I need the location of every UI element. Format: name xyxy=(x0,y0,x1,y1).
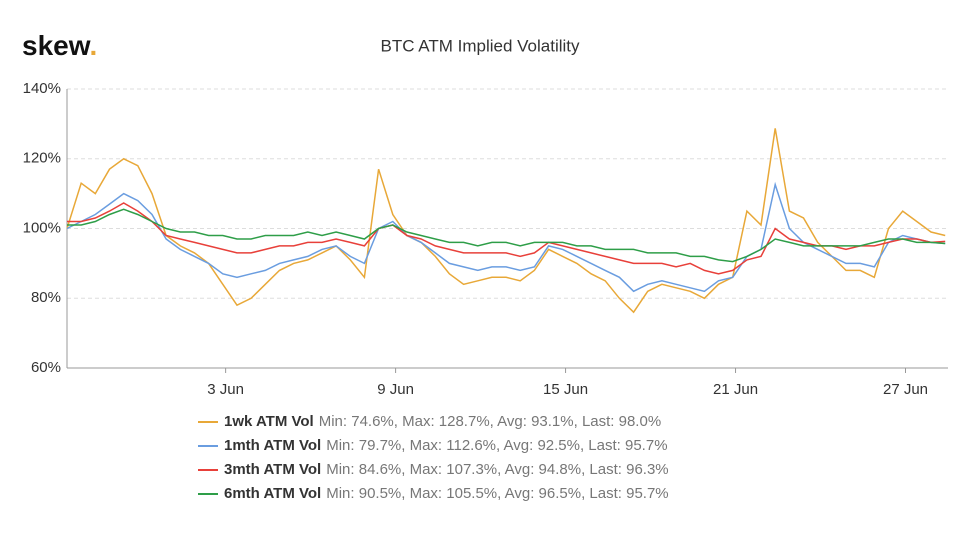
legend-entry: 1wk ATM Vol Min: 74.6%, Max: 128.7%, Avg:… xyxy=(224,413,661,430)
legend-entry: 3mth ATM Vol Min: 84.6%, Max: 107.3%, Avg… xyxy=(224,461,669,478)
legend-name: 6mth ATM Vol xyxy=(224,485,321,502)
legend-name: 3mth ATM Vol xyxy=(224,461,321,478)
legend-stats: Min: 79.7%, Max: 112.6%, Avg: 92.5%, Las… xyxy=(326,437,667,454)
legend-entry: 6mth ATM Vol Min: 90.5%, Max: 105.5%, Avg… xyxy=(224,485,669,502)
logo-dot: . xyxy=(89,30,97,61)
y-tick-label: 140% xyxy=(23,80,61,97)
x-tick-label: 3 Jun xyxy=(207,381,244,398)
series-line xyxy=(67,202,946,275)
x-tick-label: 15 Jun xyxy=(543,381,588,398)
legend-entry: 1mth ATM Vol Min: 79.7%, Max: 112.6%, Avg… xyxy=(224,437,668,454)
x-tick-label: 9 Jun xyxy=(377,381,414,398)
legend-name: 1mth ATM Vol xyxy=(224,437,321,454)
y-tick-label: 100% xyxy=(23,219,61,236)
legend-stats: Min: 84.6%, Max: 107.3%, Avg: 94.8%, Las… xyxy=(326,461,668,478)
series-line xyxy=(67,208,946,263)
y-tick-label: 60% xyxy=(31,359,61,376)
series-line xyxy=(66,128,946,314)
x-tick-label: 21 Jun xyxy=(713,381,758,398)
x-tick-label: 27 Jun xyxy=(883,381,928,398)
logo-text: skew xyxy=(22,30,91,61)
series-line xyxy=(66,181,946,293)
legend-stats: Min: 90.5%, Max: 105.5%, Avg: 96.5%, Las… xyxy=(326,485,668,502)
legend-stats: Min: 74.6%, Max: 128.7%, Avg: 93.1%, Las… xyxy=(319,413,661,430)
y-tick-label: 120% xyxy=(23,150,61,167)
logo: skew. xyxy=(22,30,97,61)
legend-name: 1wk ATM Vol xyxy=(224,413,314,430)
chart-title: BTC ATM Implied Volatility xyxy=(380,36,580,55)
y-tick-label: 80% xyxy=(31,289,61,306)
